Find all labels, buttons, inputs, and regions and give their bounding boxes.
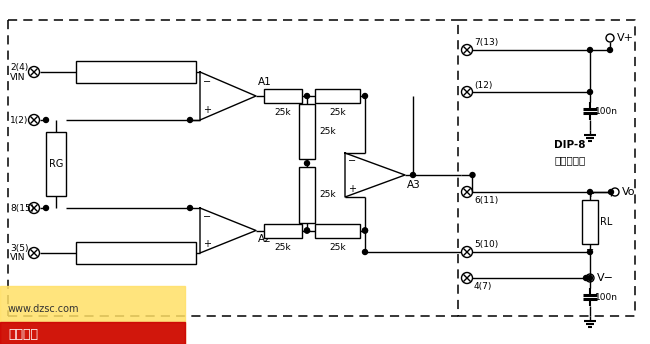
- Circle shape: [44, 118, 49, 122]
- Text: (12): (12): [474, 80, 492, 89]
- Text: RL: RL: [600, 217, 612, 227]
- Circle shape: [304, 94, 309, 98]
- Text: −: −: [586, 245, 594, 255]
- Text: DIP-8: DIP-8: [554, 140, 586, 150]
- Text: RG: RG: [49, 159, 63, 169]
- Text: 25k: 25k: [329, 243, 346, 251]
- Circle shape: [187, 118, 192, 122]
- Text: 100n: 100n: [595, 107, 618, 116]
- Text: 6(11): 6(11): [474, 195, 499, 204]
- Text: 1(2): 1(2): [10, 116, 29, 125]
- Bar: [299, 104, 315, 159]
- Circle shape: [304, 228, 309, 233]
- Text: −: −: [348, 156, 356, 166]
- Text: VIN: VIN: [10, 73, 25, 82]
- Circle shape: [588, 249, 593, 255]
- Text: 2(4): 2(4): [10, 63, 28, 72]
- Circle shape: [588, 276, 593, 280]
- Circle shape: [44, 205, 49, 211]
- Text: V+: V+: [617, 33, 634, 43]
- Text: +: +: [203, 105, 211, 115]
- Text: 100n: 100n: [595, 292, 618, 301]
- Bar: [76, 242, 196, 264]
- Text: A2: A2: [258, 234, 272, 244]
- Text: Vo: Vo: [622, 187, 636, 197]
- Text: 25k: 25k: [275, 243, 291, 251]
- Bar: [582, 200, 598, 244]
- Bar: [0, 322, 185, 344]
- Text: 25k: 25k: [319, 190, 335, 200]
- Circle shape: [470, 172, 475, 178]
- Text: −: −: [203, 212, 211, 222]
- Circle shape: [304, 161, 309, 166]
- Circle shape: [187, 205, 192, 211]
- Bar: [315, 89, 360, 103]
- Circle shape: [584, 276, 588, 280]
- Circle shape: [363, 249, 367, 255]
- Text: −: −: [203, 77, 211, 87]
- Bar: [46, 132, 66, 196]
- Circle shape: [363, 228, 367, 233]
- Circle shape: [363, 94, 367, 98]
- Text: 25k: 25k: [329, 108, 346, 117]
- Text: 在内部连线: 在内部连线: [554, 155, 586, 165]
- Text: A1: A1: [258, 77, 272, 87]
- Text: A3: A3: [407, 180, 421, 190]
- Text: 4(7): 4(7): [474, 281, 492, 290]
- Text: 3(5): 3(5): [10, 244, 29, 252]
- Circle shape: [411, 172, 415, 178]
- Circle shape: [608, 190, 614, 194]
- Text: 8(15): 8(15): [10, 204, 34, 213]
- Text: +: +: [348, 184, 356, 194]
- Text: www.dzsc.com: www.dzsc.com: [8, 304, 79, 314]
- Text: 25k: 25k: [319, 127, 335, 136]
- Circle shape: [588, 47, 593, 53]
- Bar: [315, 224, 360, 237]
- Bar: [0, 286, 185, 344]
- Text: VIN: VIN: [10, 254, 25, 262]
- Text: 5(10): 5(10): [474, 239, 499, 248]
- Text: +: +: [586, 189, 594, 199]
- Bar: [299, 167, 315, 223]
- Text: 25k: 25k: [275, 108, 291, 117]
- Text: 维库一下: 维库一下: [8, 327, 38, 341]
- Text: +: +: [203, 239, 211, 249]
- Circle shape: [588, 190, 593, 194]
- Circle shape: [588, 89, 593, 95]
- Text: 7(13): 7(13): [474, 37, 499, 46]
- Circle shape: [608, 47, 612, 53]
- Bar: [264, 89, 302, 103]
- Circle shape: [363, 228, 367, 233]
- Bar: [76, 61, 196, 83]
- Bar: [264, 224, 302, 237]
- Circle shape: [304, 228, 309, 233]
- Text: V−: V−: [597, 273, 614, 283]
